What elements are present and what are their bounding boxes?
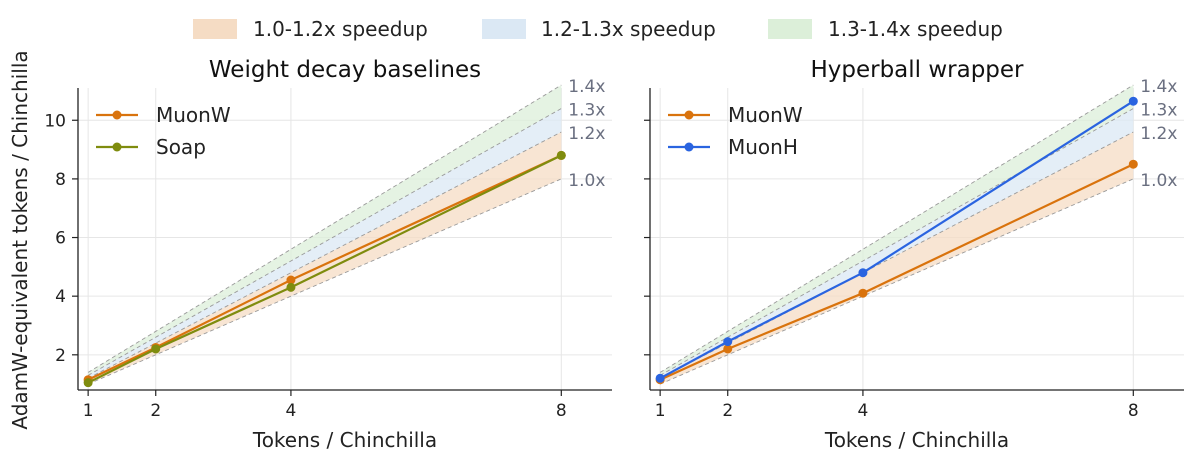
data-point: [286, 275, 296, 285]
series-line: [659, 100, 1134, 380]
data-point: [858, 288, 868, 298]
speedup-band: [660, 85, 1134, 376]
reference-line-label: 1.0x: [1140, 171, 1177, 191]
legend-label: Soap: [156, 135, 206, 159]
panel-weight-decay-baselines: Weight decay baselines Tokens / Chinchil…: [44, 57, 612, 452]
reference-line-label: 1.4x: [568, 77, 605, 97]
band-legend-label-2: 1.2-1.3x speedup: [541, 17, 716, 41]
data-point: [723, 344, 733, 354]
panel-title: Hyperball wrapper: [810, 57, 1024, 83]
reference-line: [659, 84, 1134, 373]
plot-area: 1.0x 1.2x 1.3x 1.4x 1 2 4 8 MuonW MuonH: [644, 77, 1184, 421]
speedup-band: [88, 85, 562, 376]
data-point: [1128, 96, 1138, 106]
data-point: [655, 373, 665, 383]
reference-line-label: 1.2x: [1140, 124, 1177, 144]
panel-hyperball-wrapper: Hyperball wrapper Tokens / Chinchilla 1.…: [644, 57, 1184, 452]
data-point: [556, 150, 566, 160]
band-legend-swatch-3: [768, 19, 812, 39]
legend-swatch-marker: [684, 142, 694, 152]
data-point: [723, 337, 733, 347]
series-line: [87, 154, 562, 381]
y-tick-label: 6: [55, 229, 66, 249]
reference-line-label: 1.3x: [1140, 101, 1177, 121]
series-line: [87, 154, 562, 384]
x-tick-label: 1: [655, 401, 666, 421]
x-axis-label: Tokens / Chinchilla: [252, 428, 437, 452]
reference-line: [659, 131, 1134, 379]
reference-line: [659, 178, 1134, 385]
speedup-band: [88, 108, 562, 379]
x-tick-label: 1: [83, 401, 94, 421]
panel-title: Weight decay baselines: [209, 57, 481, 83]
data-point: [858, 268, 868, 278]
band-legend-swatch-1: [193, 19, 237, 39]
data-point: [1128, 159, 1138, 169]
x-tick-label: 4: [858, 401, 869, 421]
y-tick-label: 10: [44, 111, 66, 131]
speedup-band: [660, 132, 1134, 385]
reference-line: [87, 178, 562, 385]
reference-line-label: 1.0x: [568, 171, 605, 191]
reference-line-label: 1.4x: [1140, 77, 1177, 97]
legend-label: MuonW: [156, 103, 231, 127]
legend-swatch-marker: [112, 110, 122, 120]
reference-line-label: 1.3x: [568, 101, 605, 121]
plot-area: 1.0x 1.2x 1.3x 1.4x 1 2 4 8 2 4 6 8 10 MuonW Soap: [44, 77, 612, 421]
y-tick-label: 8: [55, 170, 66, 190]
legend-swatch-marker: [112, 142, 122, 152]
x-tick-label: 4: [286, 401, 297, 421]
reference-line-label: 1.2x: [568, 124, 605, 144]
y-axis-label: AdamW-equivalent tokens / Chinchilla: [8, 50, 32, 429]
band-legend-swatch-2: [482, 19, 526, 39]
legend-swatch-marker: [684, 110, 694, 120]
x-tick-label: 2: [722, 401, 733, 421]
x-tick-label: 8: [556, 401, 567, 421]
data-point: [286, 282, 296, 292]
data-point: [83, 378, 93, 388]
legend-label: MuonW: [728, 103, 803, 127]
band-legend-label-3: 1.3-1.4x speedup: [828, 17, 1003, 41]
series-line: [659, 163, 1134, 381]
reference-line: [87, 84, 562, 373]
y-tick-label: 2: [55, 346, 66, 366]
reference-line: [87, 131, 562, 379]
x-tick-label: 8: [1128, 401, 1139, 421]
x-tick-label: 2: [150, 401, 161, 421]
x-axis-label: Tokens / Chinchilla: [824, 428, 1009, 452]
band-legend-label-1: 1.0-1.2x speedup: [253, 17, 428, 41]
y-tick-label: 4: [55, 287, 66, 307]
legend-label: MuonH: [728, 135, 798, 159]
data-point: [151, 344, 161, 354]
band-legend: 1.0-1.2x speedup 1.2-1.3x speedup 1.3-1.…: [193, 17, 1003, 41]
